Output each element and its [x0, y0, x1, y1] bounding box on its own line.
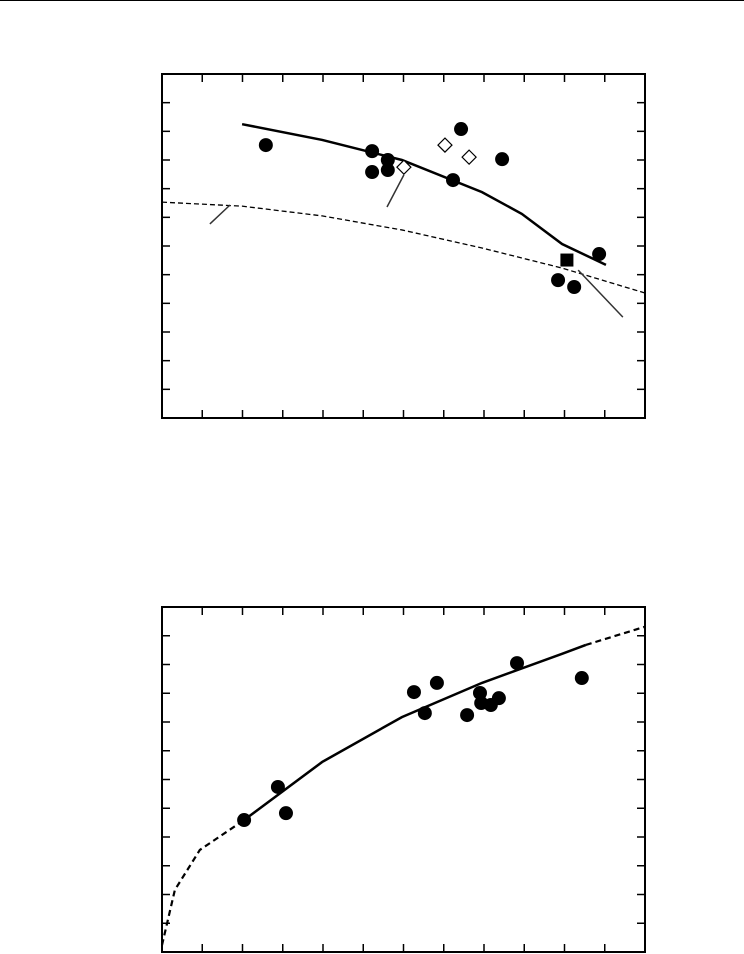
point [495, 152, 510, 167]
point [417, 706, 432, 721]
curve [585, 625, 645, 647]
point [429, 675, 444, 690]
point [396, 159, 412, 176]
point [574, 671, 589, 686]
point [491, 691, 506, 706]
point [365, 144, 380, 159]
point [567, 279, 582, 294]
point [258, 138, 273, 153]
curve [386, 174, 405, 208]
point [365, 165, 380, 180]
curve [160, 819, 245, 946]
curve [241, 122, 607, 267]
point [380, 153, 395, 167]
point [510, 656, 525, 671]
curve [577, 269, 624, 318]
point [278, 806, 293, 821]
curve [209, 204, 231, 225]
plot-frame [161, 606, 646, 953]
point [270, 779, 285, 794]
point [592, 247, 607, 262]
point [560, 253, 574, 267]
point [551, 273, 566, 288]
point [460, 708, 475, 723]
point [237, 813, 252, 828]
plot-frame [161, 73, 646, 419]
point [406, 685, 421, 700]
point [437, 137, 453, 153]
point [446, 173, 461, 188]
curve [161, 201, 646, 294]
point [454, 122, 469, 137]
point [380, 163, 395, 178]
curve [243, 643, 587, 822]
point [461, 149, 477, 165]
